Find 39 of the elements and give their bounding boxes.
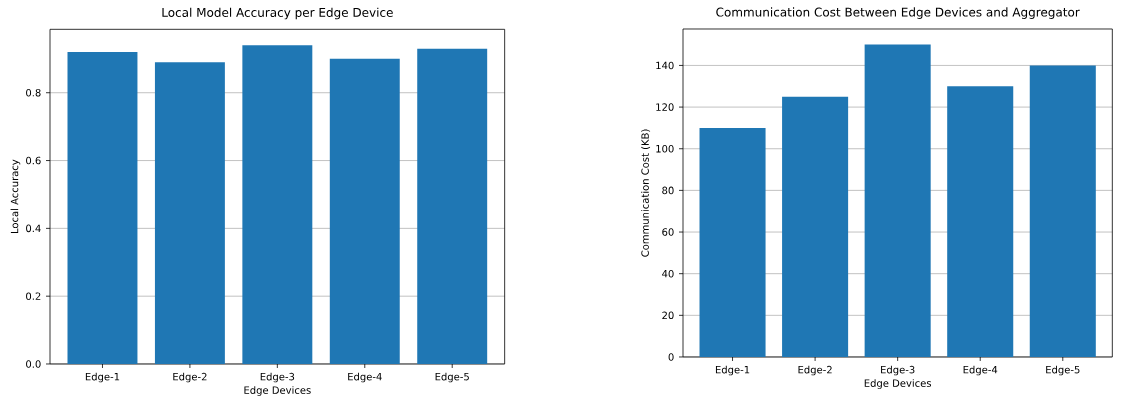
y-tick-label: 140 [656,61,674,70]
x-tick-label: Edge-5 [1046,365,1080,376]
bar [1029,65,1096,357]
y-tick-label: 20 [662,311,674,320]
bar [782,96,849,357]
y-tick-label: 0.2 [26,292,41,300]
bar [417,48,488,364]
y-tick-label: 0.0 [26,360,41,368]
chart-title: Local Model Accuracy per Edge Device [162,7,393,20]
y-tick-label: 120 [656,103,674,111]
x-tick-label: Edge-4 [963,365,998,376]
x-tick-label: Edge-3 [260,372,295,383]
y-tick-label: 0.8 [26,88,41,97]
bar [864,44,931,357]
y-tick-label: 40 [662,269,674,278]
y-tick-label: 0.6 [26,156,41,165]
y-tick-label: 100 [656,144,674,153]
chart-title: Communication Cost Between Edge Devices and Aggregator [716,7,1080,19]
y-tick-label: 80 [662,186,674,195]
bar [67,52,138,364]
bar [329,58,400,364]
x-axis-title: Edge Devices [244,386,311,396]
bar [947,86,1014,357]
x-tick-label: Edge-5 [435,372,469,383]
y-tick-label: 0.4 [26,224,41,233]
y-axis-title: Local Accuracy [10,159,21,234]
x-axis-title: Edge Devices [864,379,932,389]
x-tick-label: Edge-1 [85,372,120,383]
bar [154,62,225,364]
x-tick-label: Edge-4 [348,372,382,383]
bar [242,45,313,364]
x-tick-label: Edge-2 [798,365,832,376]
y-axis-title: Communication Cost (KB) [641,129,651,257]
bar [699,127,766,357]
x-tick-label: Edge-3 [881,365,915,376]
x-tick-label: Edge-2 [173,372,207,383]
y-tick-label: 60 [662,228,674,236]
y-tick-label: 0 [668,353,674,361]
x-tick-label: Edge-1 [715,365,750,376]
